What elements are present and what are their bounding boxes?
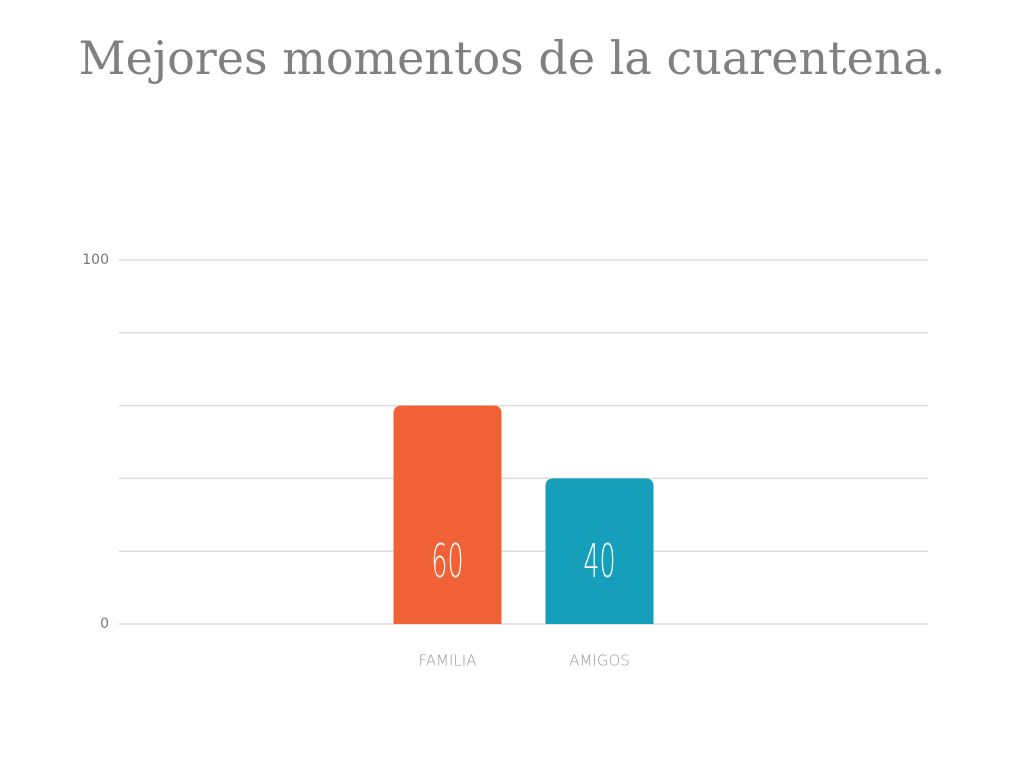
data-label: 60 xyxy=(431,535,463,588)
chart-title: Mejores momentos de la cuarentena. xyxy=(79,31,946,85)
y-tick-label: 100 xyxy=(82,252,109,268)
x-tick-label: AMIGOS xyxy=(569,652,630,670)
bar xyxy=(545,478,654,624)
data-label: 40 xyxy=(583,535,615,588)
y-tick-label: 0 xyxy=(100,616,109,632)
x-tick-label: FAMILIA xyxy=(419,652,477,670)
bar xyxy=(393,405,502,624)
